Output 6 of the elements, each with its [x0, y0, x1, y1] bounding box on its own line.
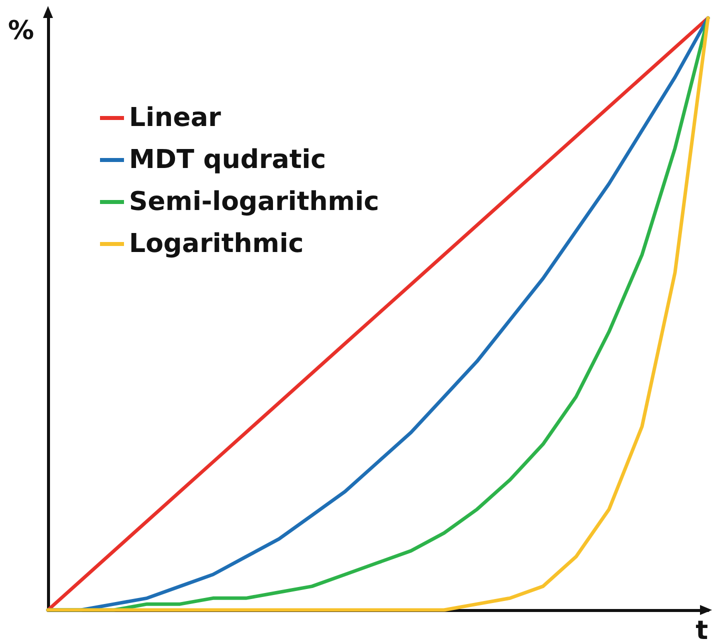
y-axis-title: %: [8, 16, 34, 46]
legend-label: MDT qudratic: [129, 145, 326, 175]
x-axis-title: t: [696, 616, 708, 644]
legend-label: Linear: [129, 103, 222, 133]
legend-label: Logarithmic: [129, 229, 304, 259]
legend-label: Semi-logarithmic: [129, 187, 380, 217]
